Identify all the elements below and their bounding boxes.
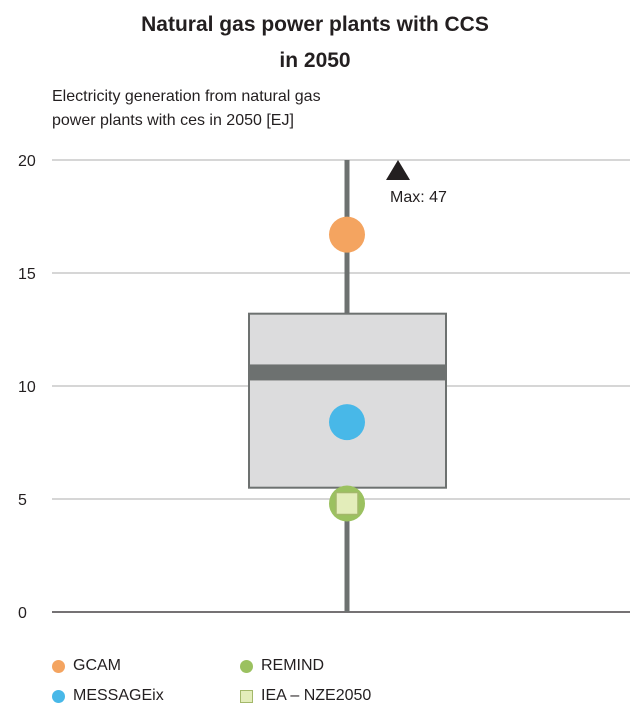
y-axis-label-line2: power plants with ces in 2050 [EJ] [52,112,294,129]
legend-label-messageix: MESSAGEix [73,687,164,704]
iqr-box [248,312,447,489]
legend-marker-iea [240,689,253,703]
max-triangle-icon [386,160,410,180]
y-axis-label-line1: Electricity generation from natural gas [52,88,321,105]
chart-title-line1: Natural gas power plants with CCS [141,13,489,36]
y-tick-label: 15 [18,266,36,283]
point-iea-nze2050 [335,491,359,516]
max-label: Max: 47 [390,189,447,206]
legend-label-iea: IEA – NZE2050 [261,687,372,704]
legend-item-gcam: GCAM [52,656,121,676]
chart-title-line2: in 2050 [279,49,351,72]
y-tick-label: 20 [18,153,36,170]
legend-item-iea: IEA – NZE2050 [240,686,371,706]
legend-item-messageix: MESSAGEix [52,686,164,706]
y-tick-label: 5 [18,492,27,509]
median-line [250,364,445,381]
y-tick-label: 10 [18,379,36,396]
y-tick-label: 0 [18,605,27,622]
legend-item-remind: REMIND [240,656,324,676]
point-gcam [329,216,365,253]
legend-marker-messageix [52,689,65,703]
legend-label-gcam: GCAM [73,657,121,674]
legend-marker-gcam [52,659,65,673]
legend-marker-remind [240,659,253,673]
legend-label-remind: REMIND [261,657,325,674]
point-messageix [329,404,365,441]
